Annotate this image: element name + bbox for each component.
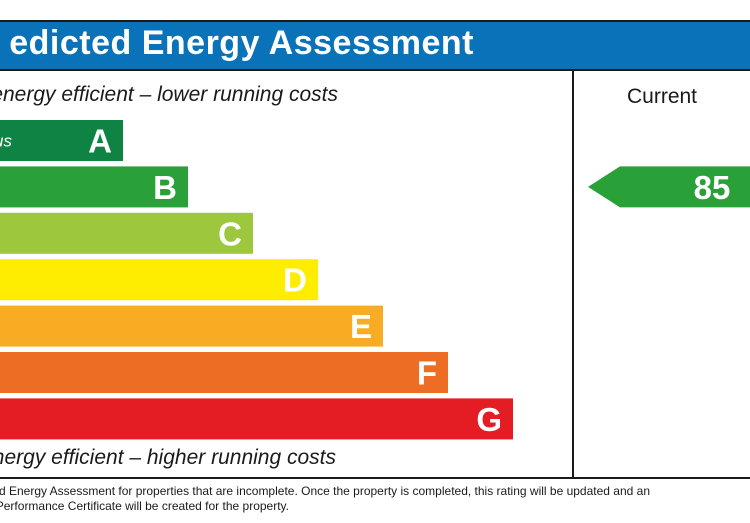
rating-band-g: G [0,398,513,440]
rating-band-letter: G [476,401,502,438]
rating-band-letter: C [218,215,242,252]
footer-line: y Performance Certificate will be create… [0,499,289,513]
rating-band-bar [0,305,383,347]
page-title: edicted Energy Assessment [9,24,474,62]
footer-note: dicted Energy Assessment for properties … [0,484,750,520]
rating-band-letter: A [88,123,112,160]
rating-band-c: C [0,212,253,254]
rating-band-a: Aus [0,120,123,161]
rating-chart: Aus B C D E F G 85 [0,120,750,440]
current-column-header: Current [626,85,698,108]
rating-band-letter: D [283,262,307,299]
column-divider [572,71,574,479]
rating-band-range: us [0,132,12,151]
rating-band-d: D [0,259,318,301]
current-rating-arrow-shape [588,166,750,208]
rating-band-bar [0,352,448,393]
rating-band-letter: F [417,355,437,392]
title-bar: edicted Energy Assessment [0,22,750,71]
footer-line: dicted Energy Assessment for properties … [0,484,650,498]
rating-band-bar [0,212,253,254]
rating-band-letter: B [153,169,177,206]
rating-band-bar [0,259,318,301]
assessment-frame [0,20,750,479]
rating-band-f: F [0,352,448,393]
rating-band-bar [0,120,123,161]
current-rating-value: 85 [694,169,731,206]
rating-band-e: E [0,305,383,347]
rating-band-letter: E [350,308,372,345]
top-caption: energy efficient – lower running costs [0,83,338,106]
rating-band-b: B [0,166,188,208]
bottom-caption: nergy efficient – higher running costs [0,446,336,469]
rating-band-bar [0,398,513,440]
rating-band-bar [0,166,188,208]
current-rating-arrow: 85 [588,166,750,208]
